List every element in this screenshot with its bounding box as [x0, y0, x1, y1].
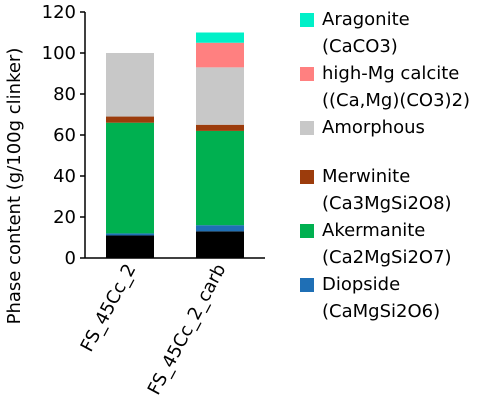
- bar-segment: [106, 122, 154, 234]
- bar-segment: [106, 235, 154, 258]
- legend-item-akermanite: Akermanite (Ca2MgSi2O7): [300, 217, 496, 271]
- legend-swatch: [300, 67, 314, 81]
- y-tick-label: 0: [65, 248, 76, 269]
- y-tick-label: 60: [53, 125, 76, 146]
- y-tick-label: 80: [53, 84, 76, 105]
- y-tick-label: 40: [53, 166, 76, 187]
- bar-segment: [196, 124, 244, 131]
- legend-swatch: [300, 121, 314, 135]
- legend-label: high-Mg calcite: [322, 63, 460, 84]
- bar-segment: [196, 231, 244, 258]
- legend-formula: (Ca2MgSi2O7): [322, 247, 452, 268]
- legend-item-amorphous: Amorphous: [300, 114, 496, 141]
- legend-item-merwinite: Merwinite (Ca3MgSi2O8): [300, 163, 496, 217]
- legend-label: Aragonite: [322, 9, 410, 30]
- legend-formula: ((Ca,Mg)(CO3)2): [322, 90, 471, 111]
- legend-label: Akermanite: [322, 220, 426, 241]
- legend-formula: (CaCO3): [322, 36, 398, 57]
- legend-formula: (CaMgSi2O6): [322, 301, 441, 322]
- legend-item-high-mg-calcite: high-Mg calcite ((Ca,Mg)(CO3)2): [300, 60, 496, 114]
- bar-segment: [196, 225, 244, 232]
- legend-spacer: [300, 141, 496, 163]
- bar-segment: [106, 233, 154, 236]
- plot-area: 0 20 40 60 80 100 120 FS_45Cc_2 FS_45Cc_2_carb: [42, 2, 265, 398]
- y-tick-label: 100: [42, 43, 76, 64]
- legend-label: Diopside: [322, 274, 401, 295]
- legend-swatch: [300, 170, 314, 184]
- y-tick-label: 120: [42, 2, 76, 23]
- legend-item-diopside: Diopside (CaMgSi2O6): [300, 271, 496, 325]
- legend-label: Merwinite: [322, 166, 411, 187]
- y-axis-label: Phase content (g/100g clinker): [4, 48, 25, 325]
- bar-segment: [106, 116, 154, 123]
- x-tick-label: FS_45Cc_2_carb: [144, 260, 231, 398]
- legend: Aragonite (CaCO3) high-Mg calcite ((Ca,M…: [300, 6, 496, 325]
- legend-swatch: [300, 13, 314, 27]
- legend-swatch: [300, 224, 314, 238]
- bar-segment: [106, 53, 154, 117]
- legend-item-aragonite: Aragonite (CaCO3): [300, 6, 496, 60]
- legend-formula: (Ca3MgSi2O8): [322, 193, 452, 214]
- legend-label: Amorphous: [322, 117, 425, 138]
- bar-segment: [196, 67, 244, 125]
- bar-segment: [196, 130, 244, 226]
- bar-segment: [196, 32, 244, 43]
- bar-segment: [196, 42, 244, 68]
- x-tick-label: FS_45Cc_2: [77, 260, 141, 355]
- y-tick-label: 20: [53, 207, 76, 228]
- legend-swatch: [300, 278, 314, 292]
